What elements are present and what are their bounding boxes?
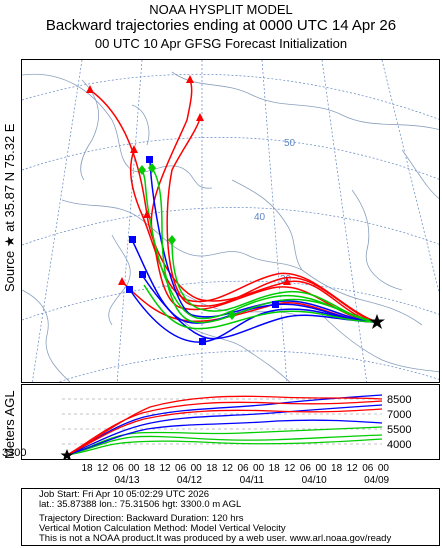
height-label-7000: 7000 <box>387 409 412 421</box>
height-profile-panel: 8500 7000 5500 4000 <box>21 384 440 460</box>
height-label-8500: 8500 <box>387 394 412 406</box>
source-location-label: Source ★ at 35.87 N 75.32 E <box>2 123 17 292</box>
forecast-init-subtitle: 00 UTC 10 Apr GFSG Forecast Initializati… <box>94 36 348 51</box>
map-grid <box>22 60 439 382</box>
trajectory-green-4 <box>143 284 378 330</box>
height-label-5500: 5500 <box>387 424 412 436</box>
trajectory-red-1 <box>89 89 378 323</box>
trajectory-red-3 <box>129 149 378 323</box>
date-label: 04/10 <box>301 475 327 486</box>
trajectory-blue-1 <box>129 289 378 343</box>
marker-red <box>186 75 194 83</box>
time-tick-label: 12 <box>159 463 171 474</box>
trajectory-blue-3 <box>141 274 378 340</box>
time-tick-label: 12 <box>221 463 233 474</box>
marker-blue <box>139 271 146 278</box>
marker-green <box>168 235 176 245</box>
marker-blue <box>146 156 153 163</box>
model-title: NOAA HYSPLIT MODEL <box>149 2 293 17</box>
time-tick-label: 00 <box>253 463 265 474</box>
date-label: 04/13 <box>114 475 140 486</box>
time-tick-label: 00 <box>190 463 202 474</box>
time-tick-label: 12 <box>97 463 109 474</box>
coordinates-text: lat.: 35.87388 lon.: 75.31506 hgt: 3300.… <box>39 499 242 510</box>
source-star-icon <box>369 314 385 329</box>
time-tick-label: 06 <box>237 463 249 474</box>
time-tick-label: 00 <box>128 463 140 474</box>
marker-green <box>138 165 146 175</box>
height-trajectory-lines <box>66 394 383 456</box>
time-tick-label: 18 <box>268 463 280 474</box>
marker-green <box>228 310 236 320</box>
marker-blue <box>129 236 136 243</box>
disclaimer-text: This is not a NOAA product.It was produc… <box>39 533 392 544</box>
trajectory-lines <box>89 79 378 343</box>
time-tick-label: 06 <box>112 463 124 474</box>
date-label: 04/12 <box>176 475 202 486</box>
marker-red <box>86 85 94 93</box>
date-label: 04/11 <box>239 475 264 486</box>
trajectory-green-3 <box>171 239 378 323</box>
job-start-text: Job Start: Fri Apr 10 05:02:29 UTC 2026 <box>39 489 210 500</box>
height-label-4000: 4000 <box>387 439 412 451</box>
direction-text: Trajectory Direction: Backward Duration:… <box>39 513 244 524</box>
marker-red <box>143 210 151 218</box>
height-source-star-icon <box>60 449 74 459</box>
marker-red <box>118 277 126 285</box>
trajectory-map: 30 40 50 <box>21 59 440 383</box>
time-axis: 18 12 06 00 18 12 06 00 18 12 06 00 18 12 06 00 18 12 06 00… <box>21 461 440 488</box>
grid-label-40: 40 <box>254 212 266 223</box>
vertical-motion-text: Vertical Motion Calculation Method: Mode… <box>39 523 286 534</box>
run-info-box: Job Start: Fri Apr 10 05:02:29 UTC 2026 … <box>21 488 440 546</box>
trajectory-green-1 <box>141 169 378 323</box>
time-tick-label: 00 <box>377 463 389 474</box>
time-tick-label: 18 <box>331 463 343 474</box>
marker-green <box>148 163 156 173</box>
marker-blue <box>199 338 206 345</box>
time-tick-label: 06 <box>299 463 311 474</box>
trajectory-green-2 <box>151 167 378 324</box>
time-tick-label: 06 <box>362 463 374 474</box>
trajectory-markers <box>86 75 291 345</box>
trajectory-red-5 <box>150 79 378 323</box>
time-tick-label: 12 <box>284 463 296 474</box>
time-tick-label: 12 <box>346 463 358 474</box>
marker-red <box>196 113 204 121</box>
trajectory-title: Backward trajectories ending at 0000 UTC… <box>45 17 397 34</box>
time-tick-label: 18 <box>206 463 218 474</box>
marker-blue <box>126 286 133 293</box>
time-tick-label: 18 <box>81 463 93 474</box>
date-label: 04/09 <box>364 475 390 486</box>
time-tick-label: 00 <box>315 463 327 474</box>
marker-red <box>130 145 138 153</box>
marker-red <box>283 277 291 285</box>
marker-blue <box>272 301 279 308</box>
time-tick-label: 18 <box>143 463 155 474</box>
start-height-label: 3300 <box>2 447 27 459</box>
grid-label-50: 50 <box>284 138 296 149</box>
time-tick-label: 06 <box>175 463 187 474</box>
